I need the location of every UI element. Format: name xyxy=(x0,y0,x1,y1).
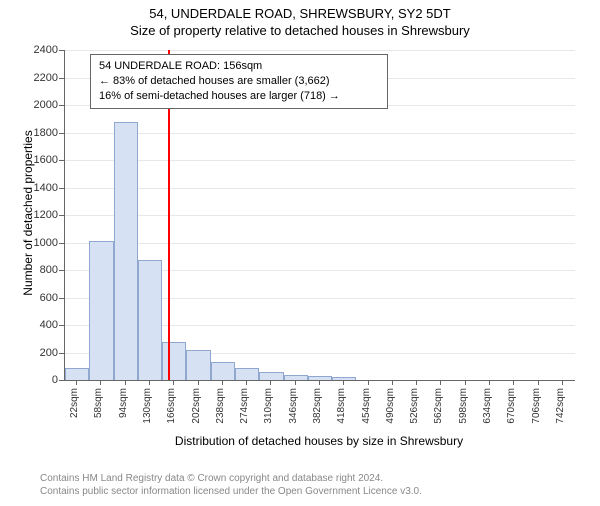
ytick-label: 2200 xyxy=(0,72,58,84)
ytick-label: 1000 xyxy=(0,237,58,249)
grid-line xyxy=(65,133,575,134)
xtick-label: 454sqm xyxy=(361,388,372,434)
xtick-mark xyxy=(343,380,344,385)
xtick-label: 634sqm xyxy=(482,388,493,434)
grid-line xyxy=(65,243,575,244)
xtick-mark xyxy=(513,380,514,385)
xtick-label: 130sqm xyxy=(142,388,153,434)
xtick-label: 418sqm xyxy=(336,388,347,434)
histogram-bar xyxy=(332,377,356,380)
xtick-mark xyxy=(416,380,417,385)
histogram-bar xyxy=(65,368,89,380)
histogram-bar xyxy=(138,260,162,380)
legend-line-2: ← 83% of detached houses are smaller (3,… xyxy=(99,74,379,89)
histogram-bar xyxy=(89,241,113,380)
chart-container: 54, UNDERDALE ROAD, SHREWSBURY, SY2 5DT … xyxy=(0,6,600,506)
histogram-bar xyxy=(162,342,186,381)
xtick-label: 490sqm xyxy=(385,388,396,434)
legend-line-1: 54 UNDERDALE ROAD: 156sqm xyxy=(99,59,379,74)
ytick-label: 2400 xyxy=(0,44,58,56)
histogram-bar xyxy=(259,372,283,380)
histogram-bar xyxy=(114,122,138,381)
xtick-label: 58sqm xyxy=(93,388,104,434)
histogram-bar xyxy=(186,350,210,380)
xtick-mark xyxy=(392,380,393,385)
histogram-bar xyxy=(211,362,235,380)
ytick-label: 200 xyxy=(0,347,58,359)
xtick-label: 526sqm xyxy=(409,388,420,434)
xtick-mark xyxy=(440,380,441,385)
ytick-label: 1600 xyxy=(0,154,58,166)
legend-box: 54 UNDERDALE ROAD: 156sqm ← 83% of detac… xyxy=(90,54,388,109)
chart-title-main: 54, UNDERDALE ROAD, SHREWSBURY, SY2 5DT xyxy=(0,6,600,21)
grid-line xyxy=(65,215,575,216)
xtick-mark xyxy=(198,380,199,385)
xtick-label: 562sqm xyxy=(433,388,444,434)
xtick-label: 670sqm xyxy=(506,388,517,434)
x-axis-label: Distribution of detached houses by size … xyxy=(64,434,574,448)
xtick-label: 274sqm xyxy=(239,388,250,434)
xtick-label: 706sqm xyxy=(531,388,542,434)
xtick-mark xyxy=(465,380,466,385)
ytick-label: 2000 xyxy=(0,99,58,111)
xtick-mark xyxy=(173,380,174,385)
xtick-mark xyxy=(149,380,150,385)
xtick-label: 238sqm xyxy=(215,388,226,434)
footer-line-2: Contains public sector information licen… xyxy=(40,485,422,498)
xtick-mark xyxy=(76,380,77,385)
xtick-label: 346sqm xyxy=(288,388,299,434)
xtick-mark xyxy=(562,380,563,385)
xtick-label: 22sqm xyxy=(69,388,80,434)
xtick-mark xyxy=(368,380,369,385)
xtick-label: 382sqm xyxy=(312,388,323,434)
chart-title-sub: Size of property relative to detached ho… xyxy=(0,23,600,38)
xtick-mark xyxy=(100,380,101,385)
xtick-mark xyxy=(319,380,320,385)
ytick-label: 1400 xyxy=(0,182,58,194)
xtick-label: 94sqm xyxy=(118,388,129,434)
xtick-mark xyxy=(270,380,271,385)
xtick-label: 202sqm xyxy=(191,388,202,434)
grid-line xyxy=(65,160,575,161)
grid-line xyxy=(65,188,575,189)
legend-line-3: 16% of semi-detached houses are larger (… xyxy=(99,89,379,104)
ytick-label: 600 xyxy=(0,292,58,304)
xtick-label: 166sqm xyxy=(166,388,177,434)
footer-line-1: Contains HM Land Registry data © Crown c… xyxy=(40,472,422,485)
footer-attribution: Contains HM Land Registry data © Crown c… xyxy=(40,472,422,498)
xtick-label: 742sqm xyxy=(555,388,566,434)
xtick-mark xyxy=(295,380,296,385)
ytick-label: 1800 xyxy=(0,127,58,139)
xtick-mark xyxy=(489,380,490,385)
xtick-mark xyxy=(125,380,126,385)
xtick-label: 598sqm xyxy=(458,388,469,434)
ytick-label: 800 xyxy=(0,264,58,276)
xtick-mark xyxy=(246,380,247,385)
ytick-label: 0 xyxy=(0,374,58,386)
histogram-bar xyxy=(284,375,308,381)
xtick-mark xyxy=(222,380,223,385)
ytick-label: 1200 xyxy=(0,209,58,221)
xtick-label: 310sqm xyxy=(263,388,274,434)
grid-line xyxy=(65,50,575,51)
xtick-mark xyxy=(538,380,539,385)
ytick-label: 400 xyxy=(0,319,58,331)
histogram-bar xyxy=(235,368,259,380)
